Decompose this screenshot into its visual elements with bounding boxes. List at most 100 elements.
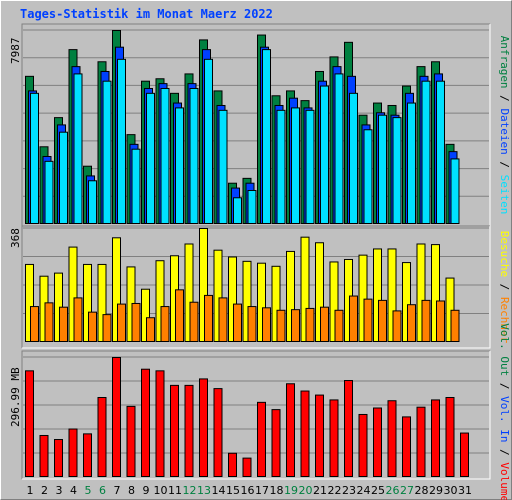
bar-visits-day-24	[358, 254, 368, 343]
bar-visits-day-29	[431, 244, 440, 342]
bar-pages-day-26	[392, 117, 402, 224]
x-tick-day-3: 3	[56, 484, 63, 497]
x-tick-day-18: 18	[270, 484, 284, 497]
bar-volume-day-4	[68, 428, 78, 477]
bar-volume-day-12	[184, 384, 194, 477]
bar-volume-day-29	[431, 399, 440, 477]
legend-volume-part: Vol. In	[498, 396, 511, 442]
legend-visits-sites-part: Rechner	[498, 297, 511, 344]
bar-sites-day-4	[73, 297, 83, 342]
bar-visits-day-6	[97, 263, 107, 342]
x-tick-day-31: 31	[458, 484, 472, 497]
bar-sites-day-16	[247, 306, 257, 342]
bar-visits-day-5	[83, 263, 92, 342]
legend-hits-files-pages-part: Seiten	[498, 175, 511, 215]
bar-volume-day-30	[445, 396, 455, 478]
bar-pages-day-11	[175, 107, 184, 224]
bar-sites-day-12	[189, 301, 199, 343]
x-tick-day-12: 12	[183, 484, 197, 497]
bar-sites-day-13	[204, 294, 213, 343]
bar-sites-day-20	[305, 307, 315, 343]
x-tick-day-19: 19	[284, 484, 298, 497]
bar-volume-day-5	[83, 433, 92, 477]
bar-pages-day-4	[73, 73, 83, 224]
bar-sites-day-28	[421, 299, 431, 343]
bar-pages-day-19	[291, 107, 300, 224]
bar-pages-day-16	[247, 189, 257, 224]
bar-visits-day-1	[25, 263, 34, 342]
ymax-label-hits: 7987	[9, 38, 22, 65]
bar-pages-day-9	[146, 92, 155, 225]
bar-visits-day-13	[199, 228, 208, 342]
bar-visits-day-22	[329, 261, 339, 342]
x-tick-day-22: 22	[328, 484, 342, 497]
bar-sites-day-26	[392, 310, 402, 342]
bar-sites-day-11	[175, 289, 184, 342]
panel-visits-shadow	[21, 225, 490, 348]
bar-pages-day-22	[334, 73, 344, 224]
bar-volume-day-25	[373, 407, 382, 478]
bar-volume-day-27	[402, 416, 411, 478]
x-tick-day-28: 28	[415, 484, 429, 497]
bar-pages-day-6	[102, 80, 112, 224]
bar-volume-day-18	[271, 409, 281, 477]
bar-volume-day-1	[25, 370, 34, 477]
x-tick-day-4: 4	[70, 484, 77, 497]
legend-visits-sites-part: Besuche	[498, 231, 511, 277]
ymax-label-volume: 296.99 MB	[9, 367, 22, 427]
bar-sites-day-17	[262, 307, 271, 343]
bar-pages-day-3	[59, 131, 68, 224]
bar-volume-day-24	[358, 413, 368, 477]
bar-sites-day-22	[334, 309, 344, 343]
bar-volume-day-23	[344, 380, 353, 477]
bar-pages-day-25	[378, 114, 387, 224]
x-tick-day-26: 26	[386, 484, 400, 497]
x-tick-day-20: 20	[299, 484, 313, 497]
bar-volume-day-8	[126, 405, 136, 478]
bar-pages-day-8	[131, 148, 141, 224]
bar-volume-day-26	[387, 400, 397, 477]
legend-volume: Vol. Out / Vol. In / Volumen	[498, 323, 511, 500]
bar-visits-day-25	[373, 248, 382, 342]
bar-visits-day-17	[257, 262, 266, 342]
x-tick-day-17: 17	[255, 484, 269, 497]
bar-sites-day-30	[450, 309, 460, 343]
x-tick-day-23: 23	[342, 484, 356, 497]
bar-sites-day-29	[436, 300, 445, 343]
bar-visits-day-30	[445, 277, 455, 342]
bar-sites-day-9	[146, 317, 155, 342]
x-tick-day-29: 29	[429, 484, 443, 497]
legend-visits-sites: Besuche / Rechner	[498, 231, 511, 344]
bar-pages-day-30	[450, 158, 460, 224]
bar-pages-day-7	[117, 58, 126, 224]
bar-pages-day-14	[218, 109, 228, 224]
x-tick-day-1: 1	[27, 484, 34, 497]
bar-volume-day-17	[257, 401, 266, 477]
bar-pages-day-18	[276, 109, 286, 224]
bar-sites-day-25	[378, 299, 387, 343]
bar-visits-day-20	[300, 236, 310, 343]
bar-pages-day-24	[363, 129, 373, 225]
legend-volume-part: /	[498, 442, 511, 462]
bar-sites-day-3	[59, 306, 68, 342]
bar-volume-day-28	[416, 406, 426, 478]
x-tick-day-13: 13	[197, 484, 211, 497]
bar-visits-day-19	[286, 250, 295, 343]
panel-volume-highlight	[22, 351, 491, 480]
x-tick-day-10: 10	[154, 484, 168, 497]
x-tick-day-30: 30	[444, 484, 458, 497]
bar-visits-day-18	[271, 265, 281, 343]
legend-hits-files-pages: Anfragen / Dateien / Seiten	[498, 36, 511, 215]
panel-volume-shadow	[21, 350, 490, 479]
legend-hits-files-pages-part: /	[498, 89, 511, 109]
x-tick-day-16: 16	[241, 484, 255, 497]
x-tick-day-9: 9	[143, 484, 150, 497]
bar-sites-day-1	[30, 306, 39, 342]
bar-sites-day-23	[349, 295, 358, 343]
bar-volume-day-15	[228, 452, 237, 477]
bar-volume-day-6	[97, 396, 107, 478]
bar-sites-day-21	[320, 306, 329, 342]
bar-visits-day-7	[112, 237, 121, 342]
bar-sites-day-14	[218, 297, 228, 342]
